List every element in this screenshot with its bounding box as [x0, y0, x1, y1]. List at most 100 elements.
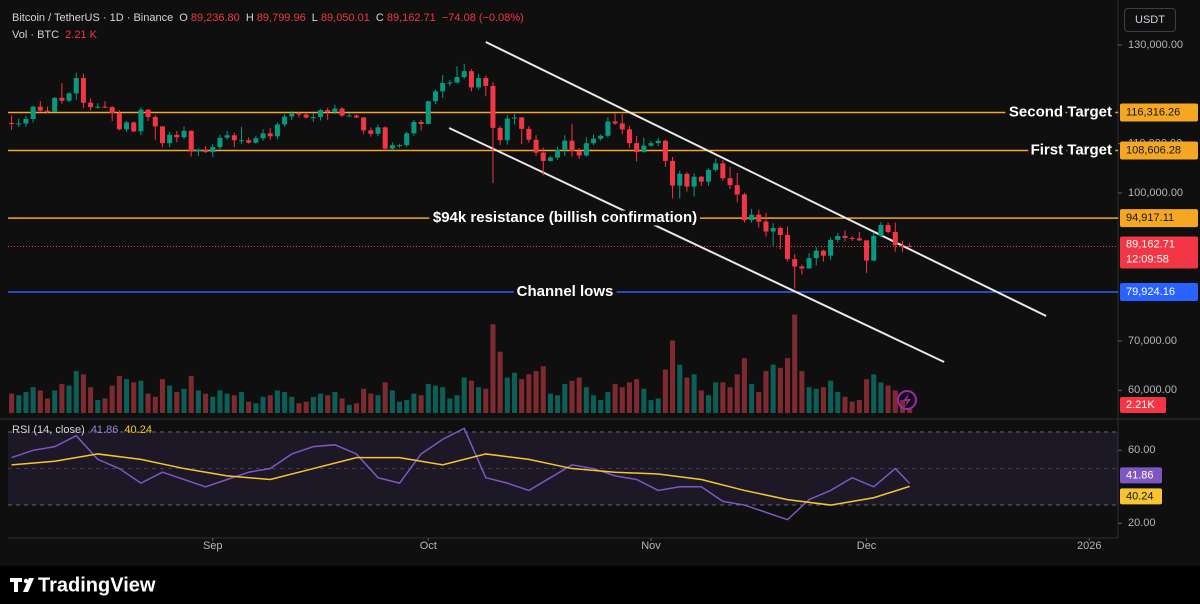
candle-body: [828, 239, 834, 256]
rsi-last: 41.86: [90, 424, 119, 436]
candle-body: [892, 231, 898, 246]
candle-body: [763, 221, 769, 232]
volume-bar: [404, 400, 410, 413]
candle-body: [116, 113, 122, 130]
candle-body: [849, 237, 855, 239]
volume-bar: [224, 393, 230, 413]
price-label-box: [1120, 103, 1198, 122]
candle-body: [734, 185, 740, 195]
rsi-title: RSI (14, close): [12, 424, 85, 436]
candle-body: [45, 110, 51, 112]
candle-body: [511, 117, 518, 119]
volume-bar: [339, 398, 345, 413]
candle-body: [864, 240, 870, 261]
volume-bar: [662, 369, 668, 413]
volume-bar: [504, 377, 510, 413]
volume-bar: [16, 395, 22, 413]
candle-body: [159, 126, 165, 144]
volume-bar: [310, 396, 316, 413]
level-label: First Target: [1031, 142, 1112, 159]
candle-body: [37, 106, 43, 111]
price-label: 116,316.26: [1126, 106, 1180, 118]
candle-body: [303, 114, 309, 118]
candle-body: [720, 163, 726, 179]
brand: TradingView: [38, 574, 156, 596]
candle-body: [231, 135, 237, 141]
volume-bar: [397, 401, 403, 413]
volume-bar: [30, 387, 36, 413]
volume-bar: [799, 371, 805, 413]
candle-body: [749, 214, 755, 221]
volume-bar: [59, 383, 65, 413]
volume-bar: [23, 392, 29, 413]
volume-bar: [447, 398, 453, 413]
candle-body: [899, 245, 905, 247]
volume-bar: [274, 390, 280, 413]
volume-bar: [346, 404, 352, 413]
volume-bar: [80, 374, 86, 413]
candle-body: [612, 121, 618, 124]
volume-bar: [670, 340, 676, 413]
rsi-ma-last: 40.24: [124, 424, 152, 436]
candle-body: [375, 127, 381, 134]
trendline: [485, 41, 1047, 317]
candle-body: [799, 266, 805, 269]
candle-body: [533, 139, 539, 153]
price-label-box: [1120, 209, 1198, 228]
rsi-label: 41.86: [1126, 469, 1154, 481]
volume-bar: [555, 395, 561, 413]
candle-body: [705, 169, 711, 182]
volume-bar: [66, 385, 72, 413]
candle-body: [461, 71, 467, 78]
alert-icon-bolt: [903, 393, 911, 407]
candle-body: [670, 160, 676, 186]
volume-bar: [52, 390, 58, 413]
volume-bar: [425, 383, 431, 413]
candle-body: [806, 258, 812, 269]
candle-body: [23, 119, 29, 124]
volume-bar: [440, 387, 446, 413]
volume-bar: [361, 388, 367, 413]
volume-bar: [181, 388, 187, 413]
candle-body: [634, 143, 640, 153]
price-label: 94,917.11: [1126, 212, 1174, 224]
volume-bar: [864, 379, 870, 413]
volume-bar: [698, 390, 704, 413]
volume-bar: [828, 380, 834, 413]
candle-body: [418, 121, 424, 124]
symbol-title: Bitcoin / TetherUS · 1D · Binance: [12, 12, 174, 24]
candle-body: [138, 109, 144, 132]
candle-body: [626, 129, 632, 144]
volume-bar: [820, 387, 826, 413]
candle-body: [655, 140, 661, 144]
rsi-tick-label: 20.00: [1128, 517, 1156, 529]
candle-body: [842, 235, 848, 238]
volume-bar: [73, 371, 79, 413]
x-tick-label: Dec: [857, 540, 877, 552]
volume-bar: [842, 396, 848, 413]
candle-body: [490, 85, 496, 128]
tradingview-logo: [10, 578, 34, 592]
volume-bar: [476, 387, 482, 413]
candle-body: [504, 118, 510, 141]
volume-bar: [540, 366, 546, 413]
candle-body: [741, 194, 747, 221]
volume-bar: [116, 375, 122, 413]
volume-bar: [533, 371, 539, 413]
volume-bar: [856, 400, 862, 413]
volume-bar: [318, 393, 324, 413]
candle-body: [282, 116, 288, 125]
currency-button[interactable]: USDT: [1124, 8, 1176, 32]
volume-bar: [684, 377, 690, 413]
candle-body: [246, 140, 252, 143]
volume-bar: [871, 374, 877, 413]
volume-bar: [792, 314, 798, 413]
volume-bar: [375, 395, 381, 413]
candle-body: [389, 145, 395, 149]
candle-body: [907, 246, 913, 248]
volume-bar: [418, 395, 424, 413]
volume-bar: [641, 388, 647, 413]
volume-bar: [899, 400, 905, 413]
volume-bar: [432, 385, 438, 413]
candle-body: [871, 235, 877, 261]
